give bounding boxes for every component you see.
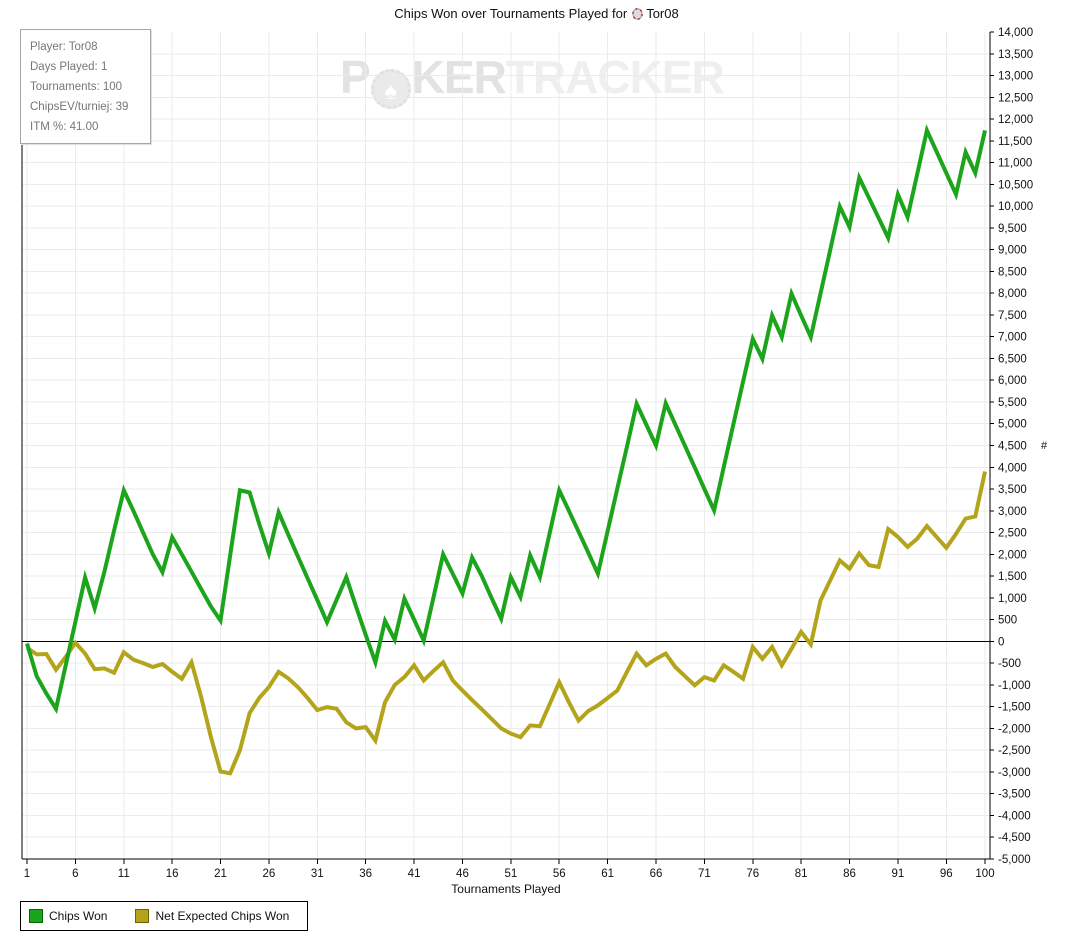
svg-text:8,000: 8,000 (998, 288, 1027, 300)
svg-text:21: 21 (214, 868, 227, 880)
svg-text:4,500: 4,500 (998, 441, 1027, 453)
svg-text:-4,500: -4,500 (998, 832, 1031, 844)
svg-text:46: 46 (456, 868, 469, 880)
svg-text:10,500: 10,500 (998, 179, 1033, 191)
svg-text:3,500: 3,500 (998, 484, 1027, 496)
svg-text:6: 6 (72, 868, 78, 880)
svg-text:76: 76 (746, 868, 759, 880)
svg-text:86: 86 (843, 868, 856, 880)
svg-text:-5,000: -5,000 (998, 854, 1031, 866)
svg-text:-500: -500 (998, 658, 1021, 670)
svg-text:51: 51 (504, 868, 517, 880)
info-line-player: Player: Tor08 (30, 41, 98, 53)
legend-label-chips-won: Chips Won (49, 909, 108, 923)
svg-text:500: 500 (998, 615, 1017, 627)
svg-text:7,500: 7,500 (998, 310, 1027, 322)
svg-text:13,500: 13,500 (998, 49, 1033, 61)
legend-label-net-expected: Net Expected Chips Won (155, 909, 290, 923)
svg-text:6,500: 6,500 (998, 353, 1027, 365)
svg-text:14,000: 14,000 (998, 27, 1033, 39)
svg-text:-2,500: -2,500 (998, 745, 1031, 757)
svg-text:11: 11 (118, 868, 130, 880)
svg-text:1: 1 (24, 868, 30, 880)
svg-text:1,500: 1,500 (998, 571, 1027, 583)
info-line-itm: ITM %: 41.00 (30, 121, 99, 133)
legend-box: Chips Won Net Expected Chips Won (20, 901, 309, 931)
svg-text:31: 31 (311, 868, 324, 880)
svg-text:-1,000: -1,000 (998, 680, 1031, 692)
svg-text:96: 96 (940, 868, 953, 880)
svg-text:-1,500: -1,500 (998, 702, 1031, 714)
svg-text:66: 66 (650, 868, 663, 880)
info-line-days-played: Days Played: 1 (30, 61, 108, 73)
chart-title: Chips Won over Tournaments Played for Tor… (0, 6, 1073, 23)
watermark-text-tracker: TRACKER (505, 51, 725, 103)
svg-text:61: 61 (601, 868, 614, 880)
svg-text:81: 81 (795, 868, 808, 880)
svg-text:0: 0 (998, 636, 1004, 648)
svg-text:9,000: 9,000 (998, 245, 1027, 257)
svg-text:16: 16 (166, 868, 179, 880)
watermark-text-ker: KER (411, 51, 507, 103)
svg-text:-3,000: -3,000 (998, 767, 1031, 779)
legend-item-net-expected: Net Expected Chips Won (135, 909, 289, 923)
svg-text:12,500: 12,500 (998, 92, 1033, 104)
svg-text:-4,000: -4,000 (998, 810, 1031, 822)
svg-text:8,500: 8,500 (998, 266, 1027, 278)
svg-text:71: 71 (698, 868, 711, 880)
svg-text:9,500: 9,500 (998, 223, 1027, 235)
x-axis-title: Tournaments Played (451, 882, 561, 896)
svg-text:100: 100 (975, 868, 994, 880)
player-name: Tor08 (646, 6, 679, 21)
svg-text:2,000: 2,000 (998, 549, 1027, 561)
svg-text:11,500: 11,500 (998, 136, 1032, 148)
svg-text:2,500: 2,500 (998, 528, 1027, 540)
svg-text:56: 56 (553, 868, 566, 880)
svg-text:-3,500: -3,500 (998, 789, 1031, 801)
svg-text:6,000: 6,000 (998, 375, 1027, 387)
info-line-chips-ev: ChipsEV/turniej: 39 (30, 101, 129, 113)
svg-text:13,000: 13,000 (998, 71, 1033, 83)
svg-text:91: 91 (892, 868, 905, 880)
legend-item-chips-won: Chips Won (29, 909, 107, 923)
svg-text:5,500: 5,500 (998, 397, 1027, 409)
svg-text:-2,000: -2,000 (998, 723, 1031, 735)
info-line-tournaments: Tournaments: 100 (30, 81, 123, 93)
svg-text:12,000: 12,000 (998, 114, 1033, 126)
svg-text:4,000: 4,000 (998, 462, 1027, 474)
svg-text:7,000: 7,000 (998, 332, 1027, 344)
legend-swatch-chips-won (29, 909, 43, 923)
svg-text:41: 41 (408, 868, 421, 880)
svg-text:26: 26 (263, 868, 276, 880)
svg-text:3,000: 3,000 (998, 506, 1027, 518)
svg-text:1,000: 1,000 (998, 593, 1027, 605)
svg-text:36: 36 (359, 868, 372, 880)
svg-text:10,000: 10,000 (998, 201, 1033, 213)
y-axis-title: # (1041, 440, 1048, 452)
chart-title-text: Chips Won over Tournaments Played for (394, 6, 628, 21)
legend-swatch-net-expected (135, 909, 150, 923)
player-chip-icon (632, 7, 644, 23)
svg-text:5,000: 5,000 (998, 419, 1027, 431)
svg-text:11,000: 11,000 (998, 158, 1032, 170)
stats-info-box: Player: Tor08 Days Played: 1 Tournaments… (20, 29, 151, 144)
